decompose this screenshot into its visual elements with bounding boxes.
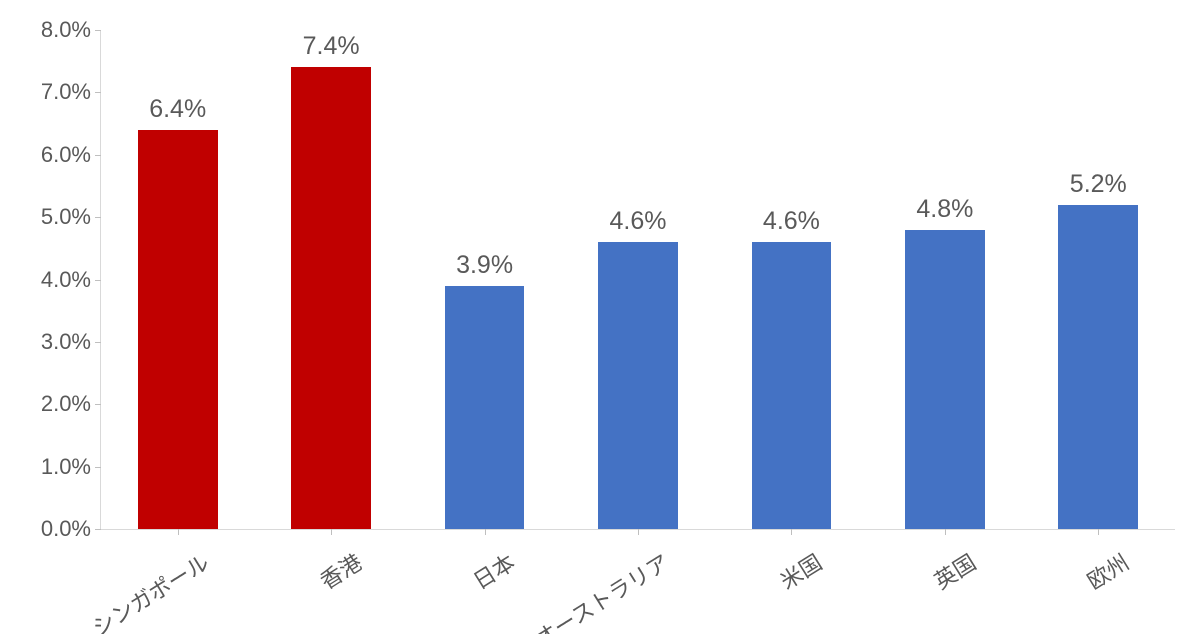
x-tick-mark bbox=[945, 529, 946, 535]
y-tick-mark bbox=[95, 404, 101, 405]
x-tick-label: 日本 bbox=[467, 545, 521, 595]
data-label: 4.8% bbox=[916, 195, 973, 224]
y-tick-mark bbox=[95, 217, 101, 218]
bar bbox=[291, 67, 371, 529]
x-tick-mark bbox=[485, 529, 486, 535]
y-tick-label: 6.0% bbox=[41, 142, 91, 168]
y-tick-mark bbox=[95, 280, 101, 281]
x-tick-mark bbox=[638, 529, 639, 535]
y-tick-mark bbox=[95, 30, 101, 31]
x-tick-mark bbox=[178, 529, 179, 535]
bar bbox=[905, 230, 985, 529]
y-tick-label: 2.0% bbox=[41, 391, 91, 417]
y-tick-mark bbox=[95, 529, 101, 530]
y-tick-label: 4.0% bbox=[41, 267, 91, 293]
x-tick-label: 香港 bbox=[313, 545, 367, 595]
x-tick-label: 米国 bbox=[774, 545, 828, 595]
y-tick-label: 8.0% bbox=[41, 17, 91, 43]
y-tick-mark bbox=[95, 467, 101, 468]
x-tick-label: シンガポール bbox=[85, 545, 214, 634]
bar bbox=[445, 286, 525, 529]
bar bbox=[138, 130, 218, 529]
x-tick-label: 欧州 bbox=[1080, 545, 1134, 595]
bar bbox=[598, 242, 678, 529]
x-tick-label: 英国 bbox=[927, 545, 981, 595]
y-tick-mark bbox=[95, 92, 101, 93]
bar-chart: 0.0% 1.0% 2.0% 3.0% 4.0% 5.0% 6.0% 7.0% 8.0% 6.4%… bbox=[0, 0, 1200, 634]
bar bbox=[752, 242, 832, 529]
y-tick-label: 7.0% bbox=[41, 79, 91, 105]
x-tick-mark bbox=[331, 529, 332, 535]
x-tick-mark bbox=[791, 529, 792, 535]
data-label: 4.6% bbox=[610, 207, 667, 236]
data-label: 4.6% bbox=[763, 207, 820, 236]
data-label: 7.4% bbox=[303, 32, 360, 61]
y-tick-label: 0.0% bbox=[41, 516, 91, 542]
y-tick-label: 1.0% bbox=[41, 454, 91, 480]
bar bbox=[1058, 205, 1138, 529]
y-tick-label: 3.0% bbox=[41, 329, 91, 355]
data-label: 3.9% bbox=[456, 251, 513, 280]
x-tick-label: オーストラリア bbox=[528, 545, 675, 634]
y-tick-mark bbox=[95, 155, 101, 156]
data-label: 6.4% bbox=[149, 95, 206, 124]
data-label: 5.2% bbox=[1070, 170, 1127, 199]
x-tick-mark bbox=[1098, 529, 1099, 535]
y-tick-label: 5.0% bbox=[41, 204, 91, 230]
y-tick-mark bbox=[95, 342, 101, 343]
plot-area: 0.0%1.0%2.0%3.0%4.0%5.0%6.0%7.0%8.0%6.4%… bbox=[100, 30, 1175, 530]
